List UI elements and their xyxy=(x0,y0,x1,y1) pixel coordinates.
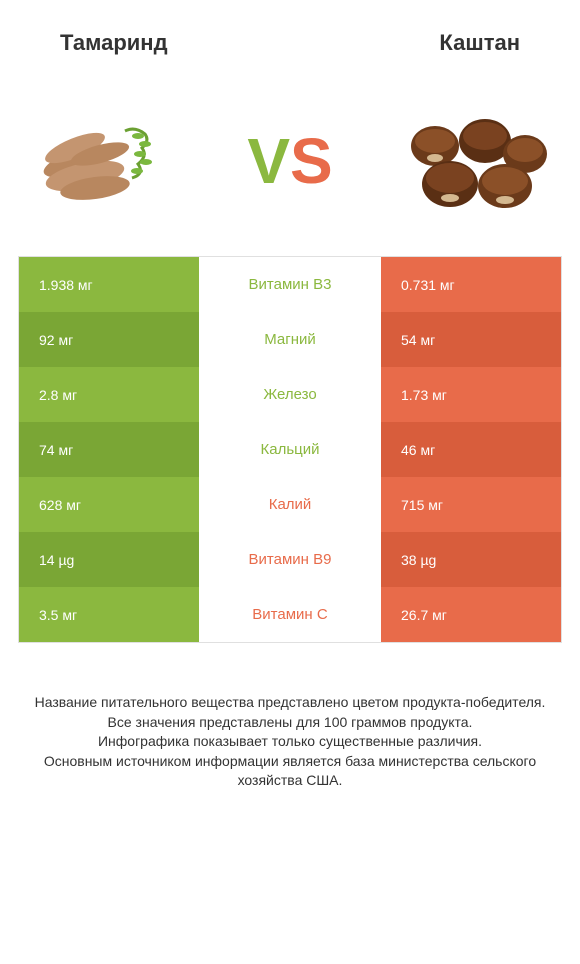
nutrient-label: Магний xyxy=(199,312,381,367)
left-value: 3.5 мг xyxy=(19,587,199,642)
nutrient-label: Витамин B3 xyxy=(199,257,381,312)
nutrient-label: Железо xyxy=(199,367,381,422)
right-value: 0.731 мг xyxy=(381,257,561,312)
right-title: Каштан xyxy=(439,30,520,56)
table-row: 74 мгКальций46 мг xyxy=(19,422,561,477)
left-title: Тамаринд xyxy=(60,30,168,56)
footer-line: Инфографика показывает только существенн… xyxy=(30,732,550,752)
header: Тамаринд Каштан xyxy=(0,20,580,86)
left-value: 74 мг xyxy=(19,422,199,477)
left-value: 14 µg xyxy=(19,532,199,587)
nutrient-label: Кальций xyxy=(199,422,381,477)
vs-v-letter: V xyxy=(247,129,290,193)
vs-label: V S xyxy=(247,129,332,193)
table-row: 1.938 мгВитамин B30.731 мг xyxy=(19,257,561,312)
vs-section: V S xyxy=(0,86,580,256)
footer-line: Название питательного вещества представл… xyxy=(30,693,550,713)
right-value: 46 мг xyxy=(381,422,561,477)
right-value: 54 мг xyxy=(381,312,561,367)
table-row: 14 µgВитамин B938 µg xyxy=(19,532,561,587)
right-value: 38 µg xyxy=(381,532,561,587)
table-row: 2.8 мгЖелезо1.73 мг xyxy=(19,367,561,422)
chestnut-image xyxy=(390,106,550,216)
right-value: 1.73 мг xyxy=(381,367,561,422)
right-value: 26.7 мг xyxy=(381,587,561,642)
left-value: 628 мг xyxy=(19,477,199,532)
nutrient-label: Витамин B9 xyxy=(199,532,381,587)
right-value: 715 мг xyxy=(381,477,561,532)
footer-text: Название питательного вещества представл… xyxy=(0,643,580,791)
footer-line: Основным источником информации является … xyxy=(30,752,550,791)
left-value: 92 мг xyxy=(19,312,199,367)
left-value: 2.8 мг xyxy=(19,367,199,422)
table-row: 92 мгМагний54 мг xyxy=(19,312,561,367)
left-value: 1.938 мг xyxy=(19,257,199,312)
footer-line: Все значения представлены для 100 граммо… xyxy=(30,713,550,733)
table-row: 628 мгКалий715 мг xyxy=(19,477,561,532)
table-row: 3.5 мгВитамин C26.7 мг xyxy=(19,587,561,642)
tamarind-image xyxy=(30,106,190,216)
vs-s-letter: S xyxy=(290,129,333,193)
comparison-table: 1.938 мгВитамин B30.731 мг92 мгМагний54 … xyxy=(18,256,562,643)
nutrient-label: Калий xyxy=(199,477,381,532)
nutrient-label: Витамин C xyxy=(199,587,381,642)
